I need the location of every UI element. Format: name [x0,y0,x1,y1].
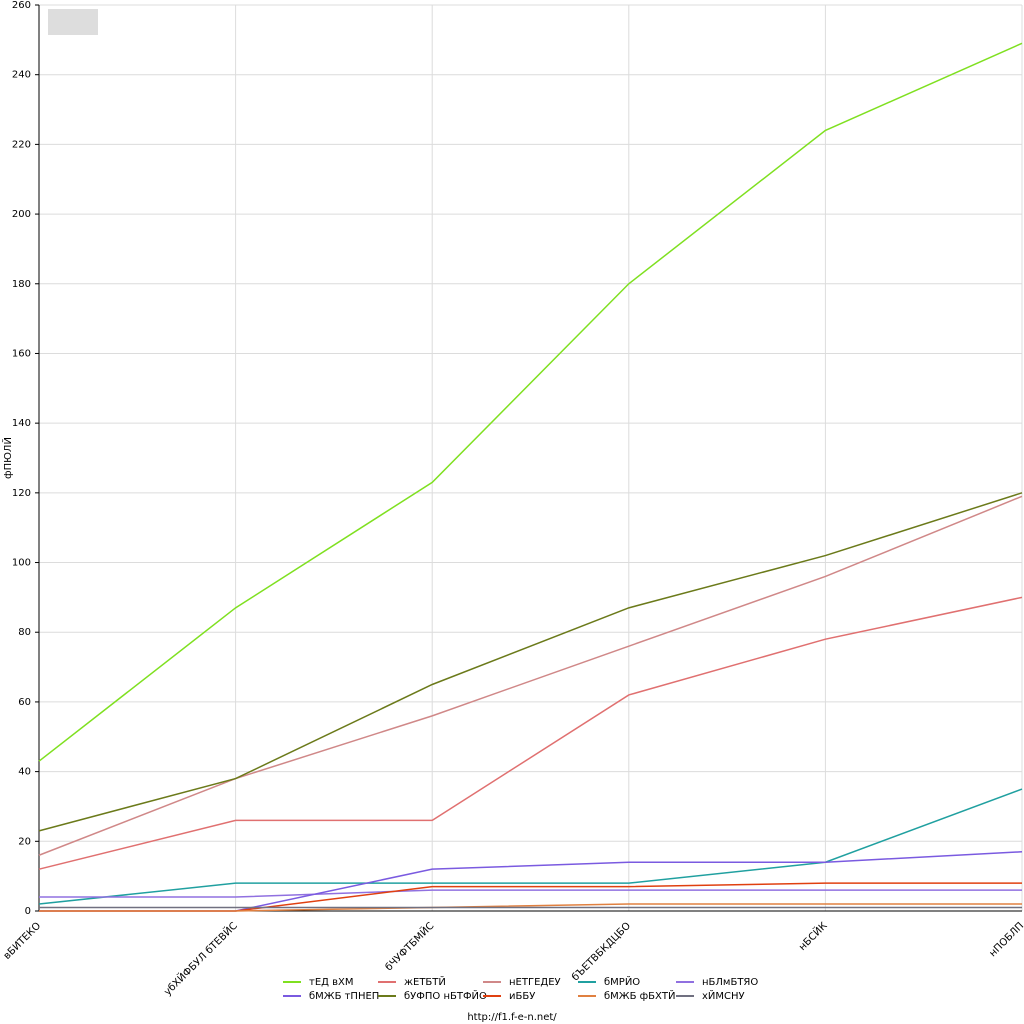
y-tick-label: 60 [18,697,31,708]
x-tick-label: бЧУФТБМЙС [382,919,436,973]
series-line [39,889,1022,898]
series-line [38,596,1023,870]
footer: http://f1.f-e-n.net/ [467,1012,557,1023]
y-tick-label: 20 [18,836,31,847]
y-axis-label: фПЮЛЙ [1,437,14,479]
y-tick-label: 120 [12,488,31,499]
legend-label: нЕТГЕДЕУ [509,977,561,988]
series-line [39,903,1022,912]
legend-label: бМЖБ фБХТЙ [604,989,675,1002]
y-tick-label: 200 [12,209,31,220]
series-line [38,492,1023,832]
legend-label: бМЖБ тПНЕП [309,991,379,1002]
x-tick-label: бЪЕТВБКДЦБО [570,920,633,983]
legend-label: нБЛмБТЯО [702,977,758,988]
series-line [38,42,1023,762]
y-tick-label: 180 [12,279,31,290]
series-line [38,495,1023,856]
legend-label: иББУ [509,991,535,1002]
x-tick-label: убХЙФБУЛ бТЕВЙС [161,919,240,998]
series-line [39,851,1023,912]
y-tick-label: 40 [18,767,31,778]
y-tick-label: 160 [12,348,31,359]
y-tick-label: 260 [12,0,31,11]
legend-label: тЕД вХМ [309,977,354,988]
y-tick-label: 220 [12,139,31,150]
legend-label: жЕТБТЙ [404,975,446,988]
legend-label: бУФПО нБТФЙО [404,989,487,1002]
y-tick-label: 80 [18,627,31,638]
legend-label: бМРЙО [604,975,640,988]
y-tick-label: 0 [25,906,31,917]
legend-label: хЙМСНУ [702,989,745,1002]
y-tick-label: 140 [12,418,31,429]
y-tick-label: 240 [12,70,31,81]
logo [48,9,98,35]
series-line [38,788,1023,905]
y-tick-label: 100 [12,558,31,569]
x-tick-label: нБСЙК [796,919,830,953]
x-tick-label: вБИТЕКО [2,920,44,962]
x-tick-label: нПОБЛП [987,920,1024,959]
